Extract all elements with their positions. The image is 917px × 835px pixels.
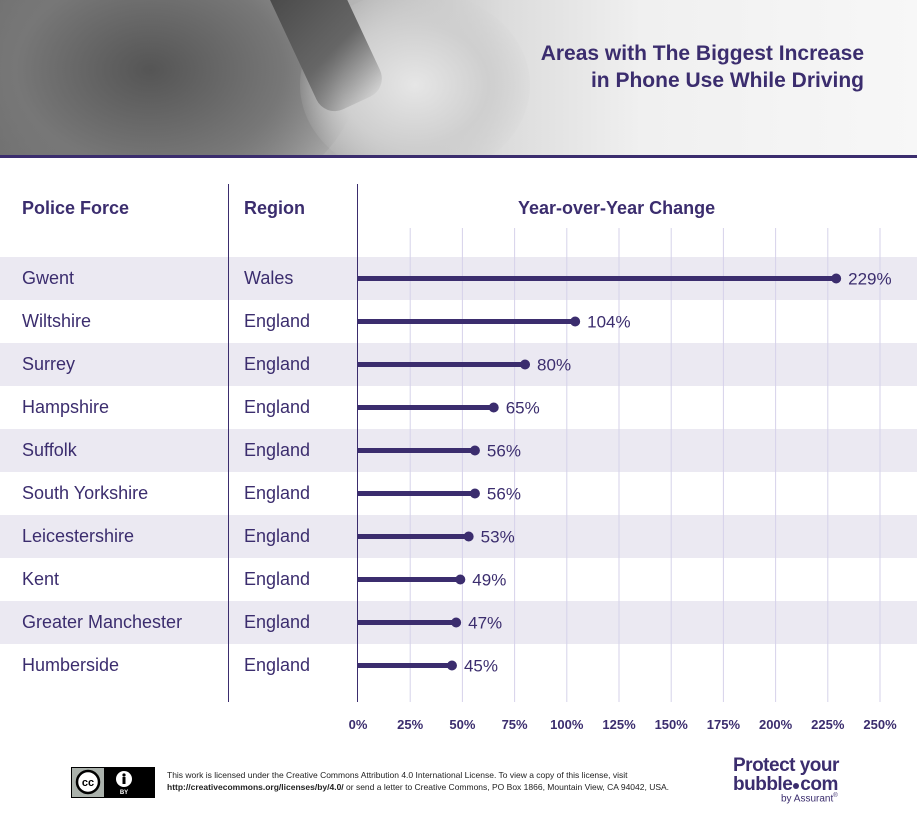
- x-tick-label: 100%: [550, 717, 584, 732]
- x-tick-label: 0%: [349, 717, 368, 732]
- brand-dot-icon: [793, 783, 800, 789]
- cell-region: England: [244, 397, 311, 417]
- x-tick-label: 50%: [449, 717, 475, 732]
- title-line-1: Areas with The Biggest Increase: [540, 42, 864, 65]
- data-label: 104%: [587, 313, 630, 332]
- brand-line-1: Protect your: [733, 755, 839, 776]
- row-band: [0, 343, 917, 386]
- license-line-2: http://creativecommons.org/licenses/by/4…: [167, 781, 669, 793]
- license-link[interactable]: http://creativecommons.org/licenses/by/4…: [167, 782, 344, 792]
- cc-by-icon: cc BY: [75, 768, 154, 797]
- row-band: [0, 257, 917, 300]
- cell-police-force: Surrey: [22, 354, 76, 374]
- column-header-region: Region: [244, 198, 305, 218]
- x-tick-label: 175%: [707, 717, 741, 732]
- cell-police-force: Wiltshire: [22, 311, 92, 331]
- bar-end-dot: [455, 574, 466, 585]
- cell-region: England: [244, 440, 311, 460]
- x-tick-label: 225%: [811, 717, 845, 732]
- data-label: 45%: [464, 657, 498, 676]
- cell-region: Wales: [244, 268, 294, 288]
- cell-police-force: Leicestershire: [22, 526, 135, 546]
- by-text: BY: [120, 790, 128, 796]
- cell-region: England: [244, 612, 311, 632]
- brand-com: com: [800, 774, 838, 795]
- brand-reg-mark: ®: [833, 793, 838, 799]
- chart-title: Areas with The Biggest Increase in Phone…: [541, 40, 864, 94]
- cell-region: England: [244, 311, 311, 331]
- bar-end-dot: [488, 402, 499, 413]
- cell-police-force: Greater Manchester: [22, 612, 183, 632]
- brand-bubble: bubble: [733, 774, 793, 795]
- row-band: [0, 429, 917, 472]
- data-label: 56%: [487, 485, 521, 504]
- cell-police-force: Kent: [22, 569, 60, 589]
- cell-region: England: [244, 483, 311, 503]
- brand-sub-text: by Assurant: [781, 793, 834, 805]
- row-band: [0, 515, 917, 558]
- title-line-2: in Phone Use While Driving: [590, 69, 864, 92]
- license-line-1: This work is licensed under the Creative…: [167, 770, 628, 780]
- x-tick-label: 75%: [502, 717, 528, 732]
- cell-police-force: Suffolk: [22, 440, 77, 460]
- cell-police-force: Humberside: [22, 655, 120, 675]
- cell-region: England: [244, 354, 311, 374]
- cell-region: England: [244, 569, 311, 589]
- cc-license-badge[interactable]: cc BY: [71, 767, 155, 798]
- column-header-police-force: Police Force: [22, 198, 130, 218]
- cell-region: England: [244, 526, 311, 546]
- bar-end-dot: [570, 316, 581, 327]
- x-tick-label: 150%: [655, 717, 689, 732]
- x-tick-label: 200%: [759, 717, 793, 732]
- divider-chart: [357, 184, 358, 702]
- data-label: 49%: [472, 571, 506, 590]
- license-line-2-rest: or send a letter to Creative Commons, PO…: [343, 782, 670, 792]
- x-tick-label: 250%: [863, 717, 897, 732]
- bar-end-dot: [446, 660, 457, 671]
- bar-end-dot: [469, 488, 480, 499]
- cc-text: cc: [82, 777, 94, 789]
- cell-region: England: [244, 655, 311, 675]
- x-tick-label: 125%: [602, 717, 636, 732]
- license-text: This work is licensed under the Creative…: [167, 769, 669, 793]
- divider-region: [228, 184, 229, 702]
- data-label: 65%: [506, 399, 540, 418]
- header-photo: Areas with The Biggest Increase in Phone…: [0, 0, 917, 156]
- cell-police-force: Hampshire: [22, 397, 110, 417]
- cell-police-force: South Yorkshire: [22, 483, 149, 503]
- cell-police-force: Gwent: [22, 268, 75, 288]
- brand-line-2: bubble com: [733, 775, 839, 794]
- brand-subtitle: by Assurant®: [781, 793, 838, 804]
- x-tick-label: 25%: [397, 717, 423, 732]
- header-divider: [0, 155, 917, 158]
- brand-logo: Protect your bubble com: [733, 756, 839, 794]
- column-header-change: Year-over-Year Change: [518, 198, 716, 218]
